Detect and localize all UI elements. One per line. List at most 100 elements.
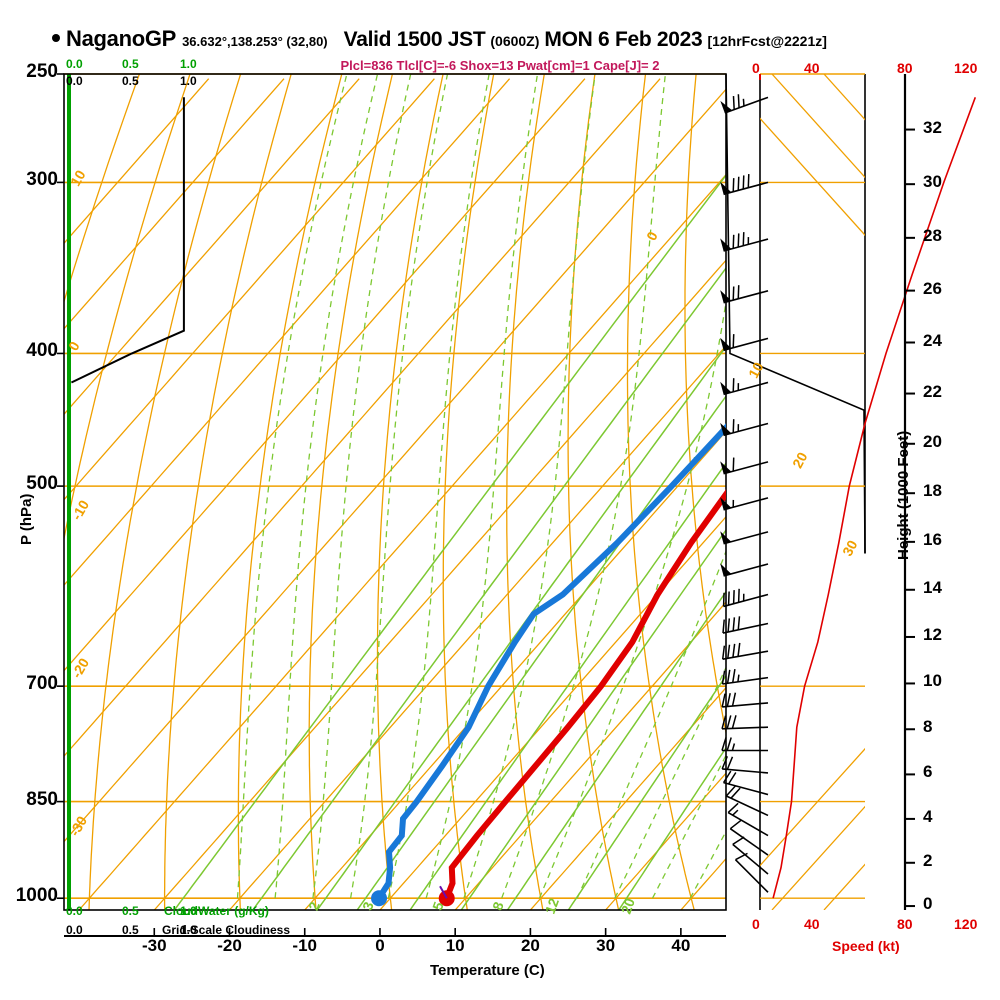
cloudiness-tick-label: 0.5	[122, 923, 139, 937]
moist-adiabat-line	[651, 754, 726, 899]
mixing-ratio-line	[173, 173, 726, 910]
speed-top-tick-label: 40	[804, 60, 820, 76]
wind-barb	[721, 669, 769, 685]
temperature-tick-label: 30	[596, 936, 616, 955]
wind-panel-grid-line	[980, 74, 1000, 910]
wind-barb	[721, 715, 769, 730]
isotherm-line	[379, 515, 726, 910]
speed-bottom-tick-label: 80	[897, 916, 913, 932]
isotherm-line	[64, 78, 511, 587]
dry-adiabat-line	[308, 74, 394, 910]
height-tick-label: 22	[923, 381, 942, 401]
cloudiness-profile	[70, 97, 185, 384]
height-tick-label: 28	[923, 225, 942, 245]
mixing-ratio-line	[567, 674, 726, 910]
parcel-tick	[439, 885, 448, 899]
height-tick-label: 2	[923, 850, 933, 870]
wind-panel-grid-line	[760, 747, 865, 867]
wind-panel-grid-line	[760, 117, 865, 237]
height-tick-label: 20	[923, 431, 942, 451]
temperature-tick-label: -10	[292, 936, 317, 955]
mixing-ratio-line	[356, 394, 726, 910]
cloudwater-top-tick-label: 1.0	[180, 57, 197, 71]
mixing-ratio-line	[460, 528, 726, 910]
wind-barb	[720, 232, 769, 252]
dry-adiabat-line	[567, 74, 620, 910]
wind-barb	[721, 642, 769, 660]
wind-barb	[727, 802, 769, 837]
cloudiness-tick-label: 0.0	[66, 923, 83, 937]
wind-barb	[720, 563, 769, 577]
cloudiness-top-tick-label: 1.0	[180, 74, 197, 88]
height-tick-label: 12	[923, 624, 942, 644]
moist-adiabat-line	[349, 74, 449, 899]
moist-adiabat-line	[614, 666, 726, 899]
dry-adiabat-line	[376, 74, 444, 910]
temperature-tick-label: 40	[671, 936, 691, 955]
isotherm-line	[64, 78, 586, 672]
mixing-ratio-line	[316, 345, 726, 910]
wind-barb	[722, 770, 769, 796]
forecast-stamp: [12hrFcst@2221z]	[707, 33, 827, 49]
wind-panel-grid-line	[980, 74, 1000, 910]
wind-barb	[721, 756, 769, 774]
mixing-ratio-line	[252, 266, 726, 910]
height-tick-label: 32	[923, 117, 942, 137]
station-coordinates: 36.632°,138.253° (32,80)	[182, 34, 328, 49]
height-tick-label: 26	[923, 278, 942, 298]
wind-panel-envelope	[725, 73, 866, 554]
dry-adiabat-line	[684, 74, 726, 736]
wind-barb	[722, 588, 769, 608]
wind-barb	[725, 785, 769, 817]
dewpoint-profile	[376, 423, 726, 900]
height-tick-label: 16	[923, 529, 942, 549]
pressure-axis-title: P (hPa)	[18, 493, 35, 545]
height-tick-label: 30	[923, 172, 942, 192]
dewpoint-marker	[371, 890, 388, 907]
wind-barb	[720, 497, 769, 511]
isotherm-line	[229, 344, 726, 910]
valid-date: MON 6 Feb 2023	[544, 28, 703, 51]
height-tick-label: 6	[923, 762, 933, 782]
speed-bottom-tick-label: 40	[804, 916, 820, 932]
cloudwater-tick-label: 1.0	[180, 904, 197, 918]
dry-adiabat-line	[506, 74, 545, 910]
isotherm-line	[680, 857, 726, 910]
stability-indices: Plcl=836 Tlcl[C]=-6 Shox=13 Pwat[cm]=1 C…	[340, 58, 660, 73]
wind-barb	[722, 616, 769, 634]
isotherm-line	[78, 173, 726, 910]
cloudiness-tick-label: 1.0	[180, 923, 197, 937]
dry-adiabat-line	[949, 74, 1000, 910]
isotherm-line	[153, 259, 726, 910]
temperature-axis-title: Temperature (C)	[430, 962, 545, 979]
wind-barb	[720, 334, 769, 352]
wind-barb	[720, 378, 769, 396]
valid-time: Valid 1500 JST	[343, 28, 486, 51]
zulu-time: (0600Z)	[490, 33, 540, 49]
temperature-tick-label: 20	[520, 936, 540, 955]
speed-top-tick-label: 80	[897, 60, 913, 76]
dry-adiabat-line	[626, 74, 695, 910]
dry-adiabat-line	[442, 74, 495, 910]
cloudwater-axis-title: CloudWater (g/Kg)	[164, 904, 269, 918]
temperature-tick-label: 10	[445, 936, 465, 955]
cloudwater-top-tick-label: 0.5	[122, 57, 139, 71]
dry-adiabat-line	[88, 74, 242, 910]
station-name: NaganoGP	[66, 26, 177, 51]
isotherm-line	[64, 78, 435, 501]
dry-adiabat-line	[899, 74, 1000, 910]
speed-top-tick-label: 120	[954, 60, 978, 76]
wind-barb	[720, 531, 769, 545]
plot-frame	[63, 73, 727, 911]
pressure-tick-label: 850	[26, 788, 58, 810]
moist-adiabat-line	[463, 74, 596, 899]
wind-panel-grid-line	[823, 863, 865, 910]
cloudwater-tick-label: 0.0	[66, 904, 83, 918]
wind-barb	[734, 852, 769, 893]
pressure-tick-label: 500	[26, 473, 58, 495]
pressure-tick-label: 1000	[15, 885, 58, 907]
speed-bottom-tick-label: 0	[752, 916, 760, 932]
pressure-tick-label: 250	[26, 61, 58, 82]
pressure-tick-label: 300	[26, 169, 58, 191]
